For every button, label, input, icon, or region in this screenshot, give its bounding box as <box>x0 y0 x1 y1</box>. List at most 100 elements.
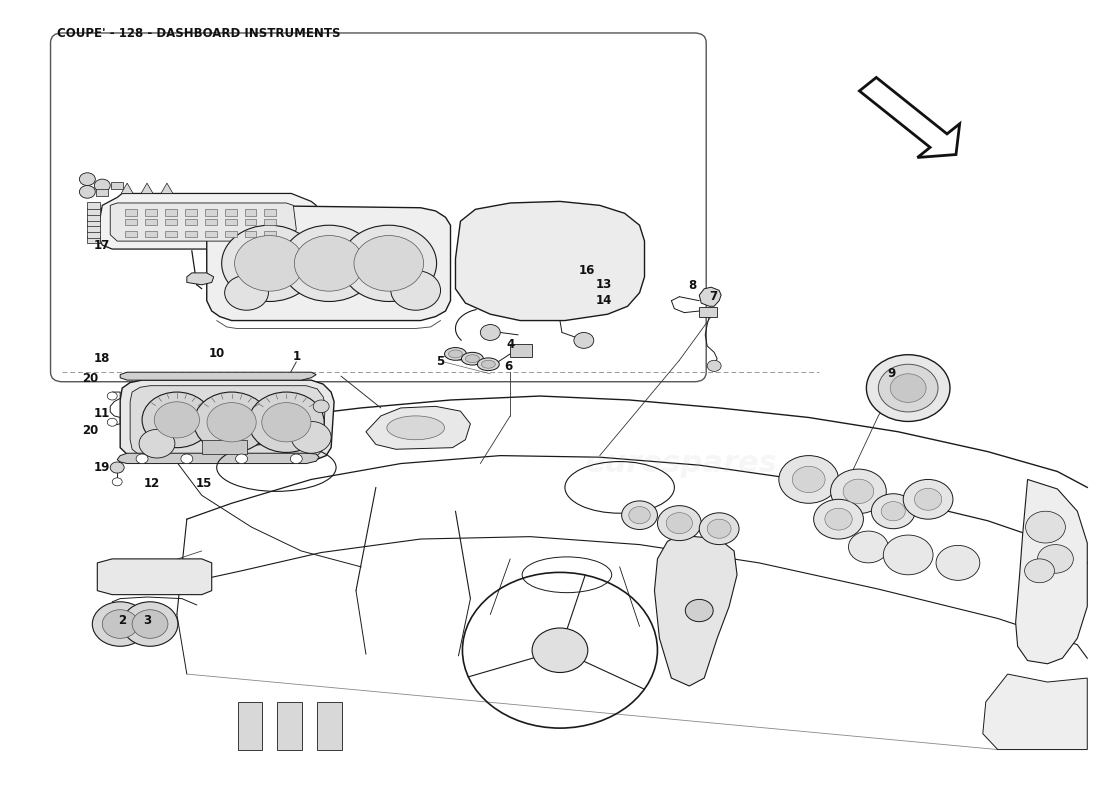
Text: 6: 6 <box>504 360 513 373</box>
Circle shape <box>235 454 248 463</box>
Circle shape <box>848 531 889 563</box>
Circle shape <box>354 235 424 291</box>
Ellipse shape <box>444 347 466 360</box>
Circle shape <box>154 402 199 438</box>
Bar <box>205 219 217 226</box>
Text: 14: 14 <box>595 294 612 307</box>
Text: 3: 3 <box>143 614 151 627</box>
Text: 10: 10 <box>209 347 224 361</box>
Circle shape <box>667 513 693 534</box>
Bar <box>165 230 177 237</box>
Circle shape <box>574 333 594 348</box>
Text: 2: 2 <box>118 614 127 627</box>
Bar <box>87 214 100 221</box>
Text: 19: 19 <box>95 461 110 474</box>
Circle shape <box>390 270 441 310</box>
Circle shape <box>262 402 311 442</box>
Text: 7: 7 <box>710 290 717 303</box>
Bar <box>244 210 256 216</box>
Circle shape <box>122 602 178 646</box>
Circle shape <box>222 226 317 302</box>
Circle shape <box>700 513 739 545</box>
Circle shape <box>1037 545 1074 573</box>
Circle shape <box>224 275 268 310</box>
Bar <box>201 440 246 454</box>
Circle shape <box>903 479 953 519</box>
Circle shape <box>792 466 825 493</box>
Bar <box>277 702 302 750</box>
Bar <box>145 210 157 216</box>
Bar <box>125 219 138 226</box>
Polygon shape <box>130 386 326 457</box>
Bar <box>185 219 197 226</box>
Ellipse shape <box>461 352 483 365</box>
Circle shape <box>79 186 96 198</box>
Polygon shape <box>120 380 334 459</box>
Circle shape <box>685 599 713 622</box>
Text: 13: 13 <box>595 278 612 291</box>
Polygon shape <box>207 206 451 321</box>
Bar <box>165 219 177 226</box>
Bar <box>125 230 138 237</box>
Circle shape <box>914 488 942 510</box>
Circle shape <box>883 535 933 574</box>
Bar <box>244 219 256 226</box>
Polygon shape <box>366 406 471 450</box>
Text: 20: 20 <box>82 372 99 385</box>
Circle shape <box>292 422 331 454</box>
Text: 18: 18 <box>95 352 110 365</box>
Polygon shape <box>97 559 211 594</box>
Bar <box>87 219 100 226</box>
Circle shape <box>825 508 852 530</box>
Ellipse shape <box>477 358 499 370</box>
Polygon shape <box>187 273 213 285</box>
Polygon shape <box>120 372 316 380</box>
Circle shape <box>139 430 175 458</box>
Circle shape <box>112 478 122 486</box>
Polygon shape <box>118 454 319 463</box>
Circle shape <box>878 364 938 412</box>
Polygon shape <box>110 203 296 241</box>
Circle shape <box>282 226 377 302</box>
Bar <box>97 189 108 196</box>
Bar <box>165 210 177 216</box>
Circle shape <box>290 454 303 463</box>
Circle shape <box>107 418 118 426</box>
Circle shape <box>107 392 118 400</box>
Circle shape <box>871 494 915 529</box>
Bar <box>205 210 217 216</box>
Circle shape <box>180 454 192 463</box>
Bar <box>185 230 197 237</box>
Bar <box>111 182 123 190</box>
Circle shape <box>207 402 256 442</box>
Circle shape <box>295 235 364 291</box>
Polygon shape <box>141 183 153 194</box>
Text: 5: 5 <box>437 355 444 368</box>
Circle shape <box>1025 511 1066 543</box>
Bar <box>264 219 276 226</box>
Circle shape <box>830 469 887 514</box>
Polygon shape <box>121 183 133 194</box>
Circle shape <box>102 610 139 638</box>
Circle shape <box>843 479 873 503</box>
Circle shape <box>707 360 722 371</box>
Circle shape <box>481 325 500 341</box>
Circle shape <box>814 499 864 539</box>
Text: 20: 20 <box>82 424 99 437</box>
Text: 17: 17 <box>95 238 110 251</box>
Text: COUPE' - 128 - DASHBOARD INSTRUMENTS: COUPE' - 128 - DASHBOARD INSTRUMENTS <box>57 26 341 40</box>
Bar <box>87 208 100 215</box>
Circle shape <box>1024 559 1055 582</box>
Circle shape <box>867 354 950 422</box>
Bar <box>264 210 276 216</box>
Polygon shape <box>161 183 173 194</box>
Bar <box>238 702 263 750</box>
Circle shape <box>936 546 980 580</box>
Ellipse shape <box>465 354 480 362</box>
Circle shape <box>779 456 838 503</box>
Polygon shape <box>982 674 1087 750</box>
Circle shape <box>341 226 437 302</box>
Bar <box>205 230 217 237</box>
Text: 1: 1 <box>293 350 300 363</box>
Text: eurospares: eurospares <box>212 282 406 311</box>
